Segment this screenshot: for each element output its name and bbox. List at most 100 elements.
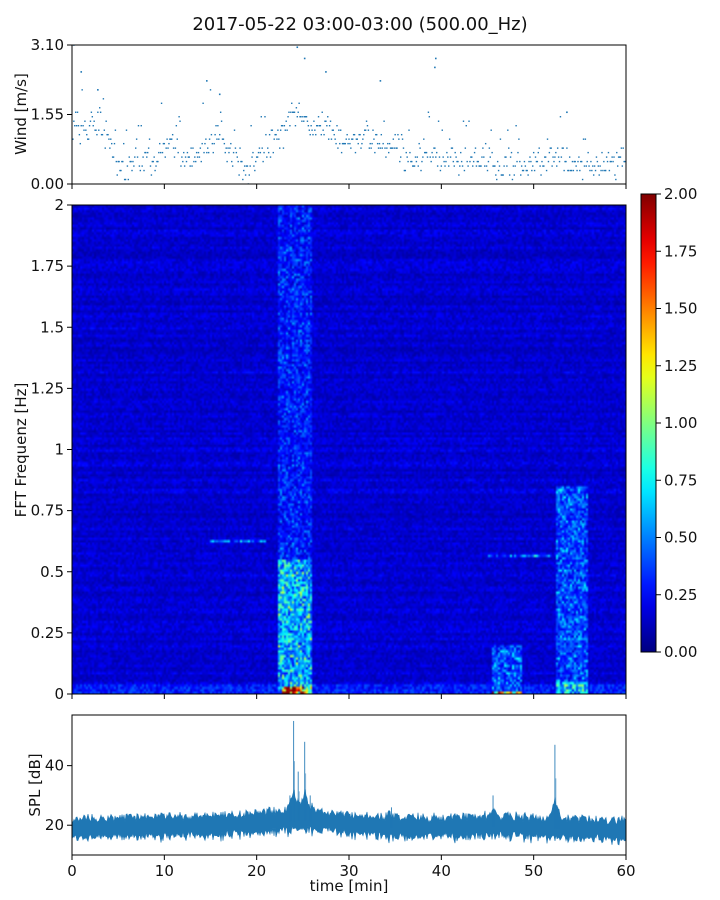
wind-point (210, 133, 213, 136)
wind-point (105, 120, 107, 122)
wind-point (428, 116, 431, 118)
wind-point (518, 138, 520, 140)
wind-point (544, 156, 546, 158)
wind-point (327, 116, 329, 118)
wind-point (517, 151, 519, 154)
wind-point (470, 156, 472, 158)
wind-point (412, 165, 415, 167)
wind-point (303, 120, 305, 122)
wind-point (471, 156, 473, 158)
colorbar-tick-label: 0.50 (664, 529, 697, 547)
wind-point (337, 147, 339, 149)
wind-point (614, 174, 616, 176)
wind-point (122, 160, 124, 163)
wind-point (581, 178, 584, 181)
wind-point (589, 169, 591, 172)
wind-point (225, 147, 227, 149)
wind-point (75, 125, 78, 127)
wind-point (590, 160, 592, 163)
wind-point (410, 160, 412, 163)
wind-point (343, 142, 346, 145)
wind-point (196, 156, 199, 158)
wind-point (161, 151, 164, 154)
wind-point (252, 151, 254, 154)
wind-point (183, 151, 185, 154)
wind-point (480, 165, 482, 167)
wind-point (191, 165, 193, 167)
wind-point (232, 151, 235, 154)
wind-point (437, 120, 440, 122)
wind-point (442, 156, 444, 158)
wind-point (130, 160, 132, 163)
wind-point (572, 169, 575, 172)
wind-point (506, 165, 508, 167)
wind-point (340, 151, 343, 154)
wind-point (143, 169, 145, 172)
wind-point (140, 125, 142, 127)
wind-point (498, 165, 501, 167)
wind-point (254, 169, 256, 172)
wind-point (567, 169, 569, 172)
wind-point (624, 160, 626, 163)
wind-point (541, 160, 543, 163)
wind-point (137, 125, 140, 127)
wind-point (366, 125, 369, 127)
wind-point (408, 129, 410, 131)
wind-point (80, 125, 82, 127)
wind-point (296, 116, 298, 118)
wind-point (187, 156, 190, 158)
spectrogram-y-tick-label: 1.25 (31, 379, 64, 397)
wind-point (580, 160, 583, 163)
wind-point (588, 165, 590, 167)
wind-point (454, 151, 456, 154)
wind-point (446, 151, 448, 154)
wind-point (319, 125, 322, 127)
wind-point (133, 165, 135, 167)
wind-point (463, 169, 466, 172)
wind-point (314, 129, 316, 131)
wind-point (172, 147, 175, 149)
wind-point (184, 156, 187, 158)
spectrogram-y-tick-label: 0 (54, 685, 64, 703)
wind-point (351, 138, 354, 140)
wind-point (311, 129, 313, 131)
wind-point (544, 156, 547, 158)
wind-point (503, 165, 505, 167)
wind-point (528, 160, 530, 163)
wind-point (452, 160, 455, 163)
wind-point (533, 169, 536, 172)
wind-point (542, 165, 544, 167)
wind-point (469, 160, 471, 163)
wind-point (436, 151, 438, 154)
wind-point (203, 151, 205, 154)
wind-point (548, 151, 551, 154)
wind-point (376, 142, 379, 145)
wind-point (244, 174, 247, 176)
wind-point (594, 169, 597, 172)
wind-point (399, 160, 401, 163)
wind-point (543, 165, 545, 167)
wind-point (530, 160, 532, 163)
wind-point (267, 147, 269, 149)
wind-point (579, 169, 581, 172)
wind-point (565, 160, 567, 163)
wind-point (388, 142, 391, 145)
wind-point (355, 138, 358, 140)
wind-point (243, 169, 245, 172)
wind-point (81, 89, 83, 91)
wind-point (575, 165, 577, 167)
wind-point (443, 160, 445, 163)
wind-point (354, 151, 357, 154)
wind-point (157, 160, 159, 163)
wind-point (246, 165, 249, 167)
wind-point (103, 129, 106, 131)
wind-point (317, 116, 320, 118)
wind-point (303, 57, 306, 60)
wind-point (284, 129, 286, 131)
wind-point (489, 156, 491, 158)
figure-title: 2017-05-22 03:00-03:00 (500.00_Hz) (192, 14, 528, 35)
wind-point (507, 129, 509, 131)
wind-point (97, 111, 99, 113)
wind-point (278, 138, 280, 140)
spl-x-tick-label: 40 (432, 862, 451, 880)
